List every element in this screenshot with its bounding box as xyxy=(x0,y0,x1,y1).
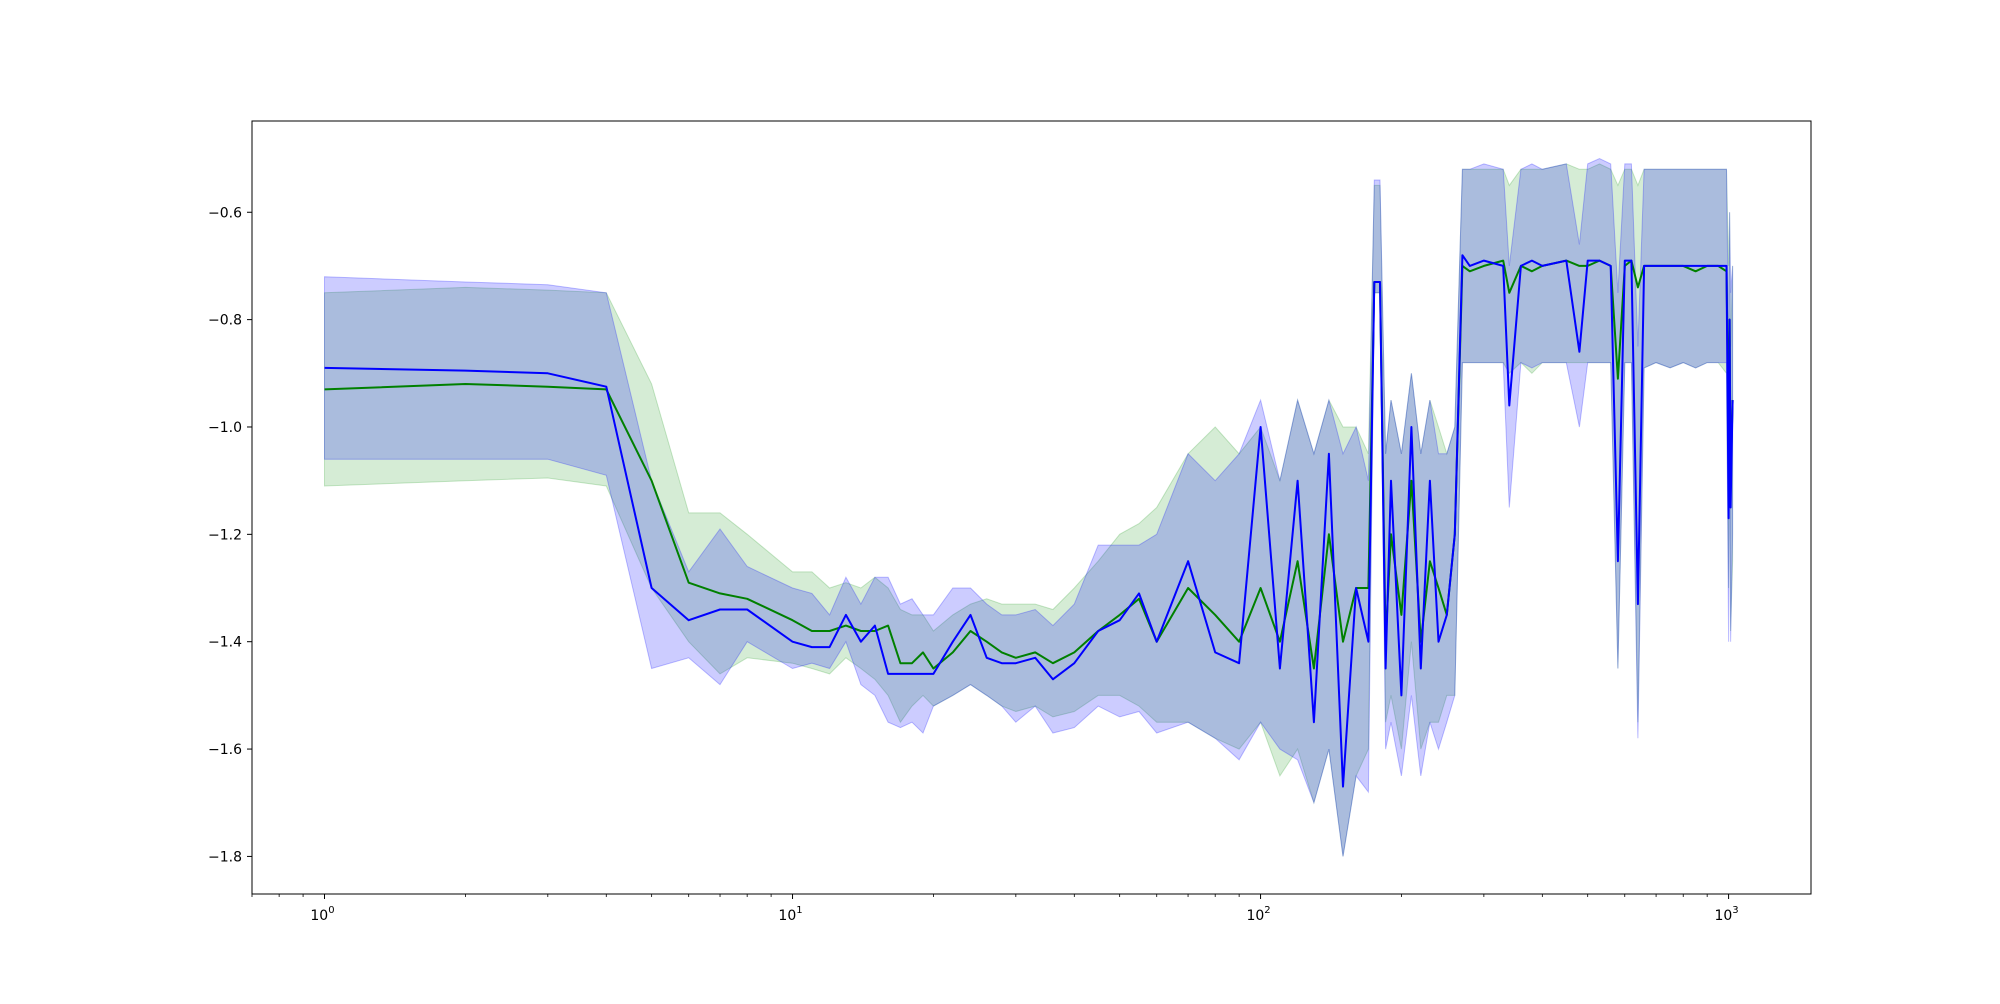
series-1-line xyxy=(324,254,1734,788)
y-axis: −0.6 −0.8 −1.0 −1.2 −1.4 −1.6 −1.8 xyxy=(208,205,252,865)
y-tick-label: −1.2 xyxy=(208,527,242,543)
y-tick-label: −0.6 xyxy=(208,205,242,221)
series-0-line xyxy=(324,259,1734,670)
x-tick-label: 100 xyxy=(310,905,334,924)
y-tick-label: −1.8 xyxy=(208,849,242,865)
y-tick-label: −1.6 xyxy=(208,742,242,758)
series-lines xyxy=(324,254,1734,788)
confidence-bands xyxy=(324,158,1734,857)
x-tick-label: 103 xyxy=(1714,905,1738,924)
y-tick-label: −0.8 xyxy=(208,313,242,329)
plot-area-frame xyxy=(251,120,1812,895)
x-axis: 100 101 102 103 xyxy=(251,894,1739,924)
series-0-band xyxy=(324,163,1734,857)
series-1-band xyxy=(324,158,1734,857)
y-tick-label: −1.0 xyxy=(208,420,242,436)
y-tick-label: −1.4 xyxy=(208,635,242,651)
x-tick-label: 101 xyxy=(778,905,802,924)
x-tick-label: 102 xyxy=(1246,905,1270,924)
